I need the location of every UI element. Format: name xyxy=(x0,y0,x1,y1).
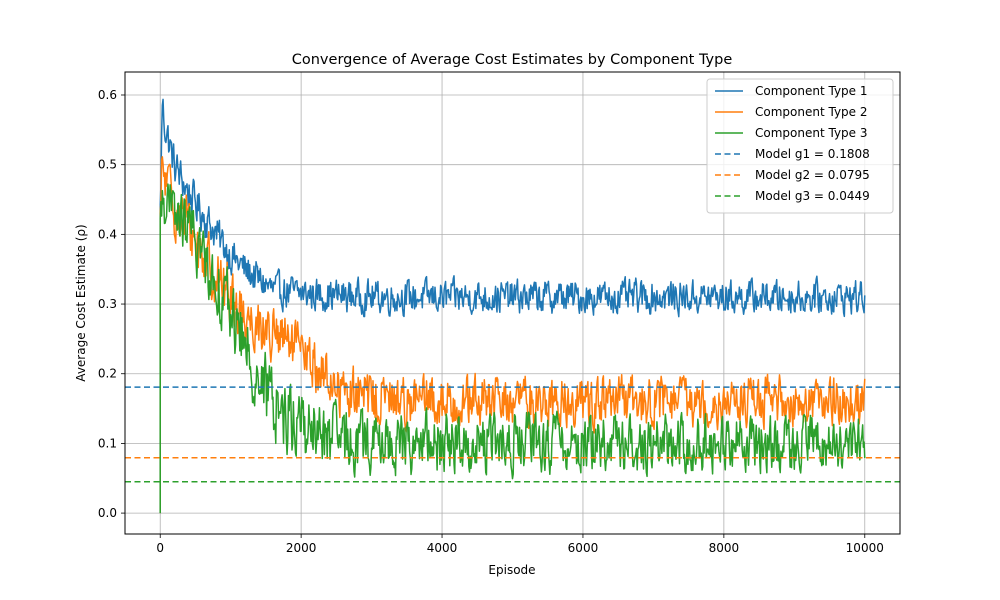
y-axis-label: Average Cost Estimate (ρ) xyxy=(74,224,88,381)
legend-box xyxy=(706,78,894,214)
y-tick-label: 0.4 xyxy=(98,227,117,241)
series-line-component-type-2 xyxy=(159,156,866,514)
y-tick-label: 0.2 xyxy=(98,367,117,381)
x-axis: 0 2000 4000 6000 8000 10000 xyxy=(156,534,884,555)
y-axis: 0.0 0.1 0.2 0.3 0.4 0.5 0.6 xyxy=(98,88,125,520)
y-tick-label: 0.3 xyxy=(98,297,117,311)
y-tick-label: 0.5 xyxy=(98,158,117,172)
x-tick-label: 8000 xyxy=(709,541,740,555)
x-axis-label: Episode xyxy=(488,563,535,577)
x-tick-label: 4000 xyxy=(427,541,458,555)
legend: Component Type 1 Component Type 2 Componen… xyxy=(706,78,894,214)
x-tick-label: 0 xyxy=(156,541,164,555)
y-tick-label: 0.0 xyxy=(98,506,117,520)
legend-entry-label: Component Type 3 xyxy=(755,126,868,140)
x-tick-label: 10000 xyxy=(846,541,884,555)
series-layer xyxy=(125,98,900,514)
legend-entry-label: Model g1 = 0.1808 xyxy=(755,147,870,161)
y-tick-label: 0.1 xyxy=(98,436,117,450)
legend-entry-label: Component Type 1 xyxy=(755,84,868,98)
legend-entry-label: Model g3 = 0.0449 xyxy=(755,189,870,203)
legend-entry-label: Model g2 = 0.0795 xyxy=(755,168,870,182)
x-tick-label: 2000 xyxy=(286,541,317,555)
x-tick-label: 6000 xyxy=(568,541,599,555)
legend-entry-label: Component Type 2 xyxy=(755,105,868,119)
plot-frame xyxy=(124,71,901,535)
chart-title: Convergence of Average Cost Estimates by… xyxy=(292,52,733,68)
series-line-component-type-3 xyxy=(159,183,866,514)
y-tick-label: 0.6 xyxy=(98,88,117,102)
series-line-component-type-1 xyxy=(159,98,866,514)
